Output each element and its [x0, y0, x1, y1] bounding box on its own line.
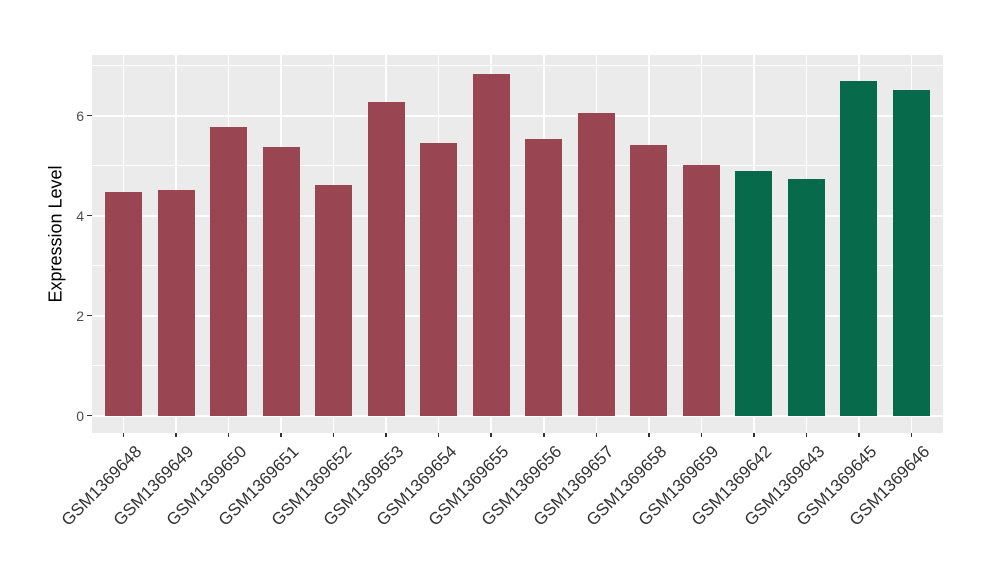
h-gridline-minor — [92, 65, 943, 66]
bar-GSM1369648 — [105, 192, 143, 416]
y-tick-label: 0 — [76, 407, 84, 424]
bar-GSM1369659 — [682, 164, 720, 416]
h-gridline-major — [92, 114, 943, 117]
x-tick — [805, 433, 808, 437]
plot-panel — [92, 55, 943, 433]
x-tick — [437, 433, 440, 437]
h-gridline-major — [92, 214, 943, 217]
bar-GSM1369658 — [630, 145, 668, 416]
y-tick-label: 4 — [76, 207, 84, 224]
bar-GSM1369654 — [420, 143, 458, 416]
x-tick — [385, 433, 387, 437]
h-gridline-major — [92, 314, 943, 317]
y-tick — [86, 314, 92, 317]
x-tick — [543, 433, 545, 437]
bar-GSM1369646 — [892, 90, 930, 416]
bar-GSM1369652 — [315, 185, 353, 416]
x-tick — [910, 433, 913, 437]
h-gridline-minor — [92, 365, 943, 366]
bar-GSM1369656 — [525, 138, 563, 416]
x-tick — [332, 433, 335, 437]
bar-GSM1369649 — [157, 189, 195, 416]
bar-GSM1369643 — [787, 179, 825, 416]
y-axis-title: Expression Level — [45, 165, 66, 303]
h-gridline-minor — [92, 265, 943, 266]
bar-GSM1369655 — [472, 74, 510, 416]
bar-GSM1369650 — [210, 126, 248, 416]
x-tick — [490, 433, 492, 437]
h-gridline-major — [92, 414, 943, 417]
x-tick — [227, 433, 230, 437]
bar-GSM1369642 — [735, 171, 773, 416]
bar-GSM1369657 — [577, 113, 615, 416]
y-tick-label: 2 — [76, 307, 84, 324]
x-tick — [753, 433, 755, 437]
bar-GSM1369651 — [262, 147, 300, 416]
h-gridline-minor — [92, 165, 943, 166]
y-tick — [86, 414, 92, 417]
y-tick — [86, 214, 92, 217]
bar-GSM1369645 — [840, 80, 878, 416]
y-tick — [86, 114, 92, 117]
x-tick — [858, 433, 860, 437]
x-tick — [595, 433, 598, 437]
x-tick — [280, 433, 282, 437]
x-tick — [648, 433, 650, 437]
y-tick-label: 6 — [76, 107, 84, 124]
x-tick — [175, 433, 177, 437]
bar-GSM1369653 — [367, 102, 405, 416]
x-tick — [700, 433, 703, 437]
x-tick — [122, 433, 125, 437]
